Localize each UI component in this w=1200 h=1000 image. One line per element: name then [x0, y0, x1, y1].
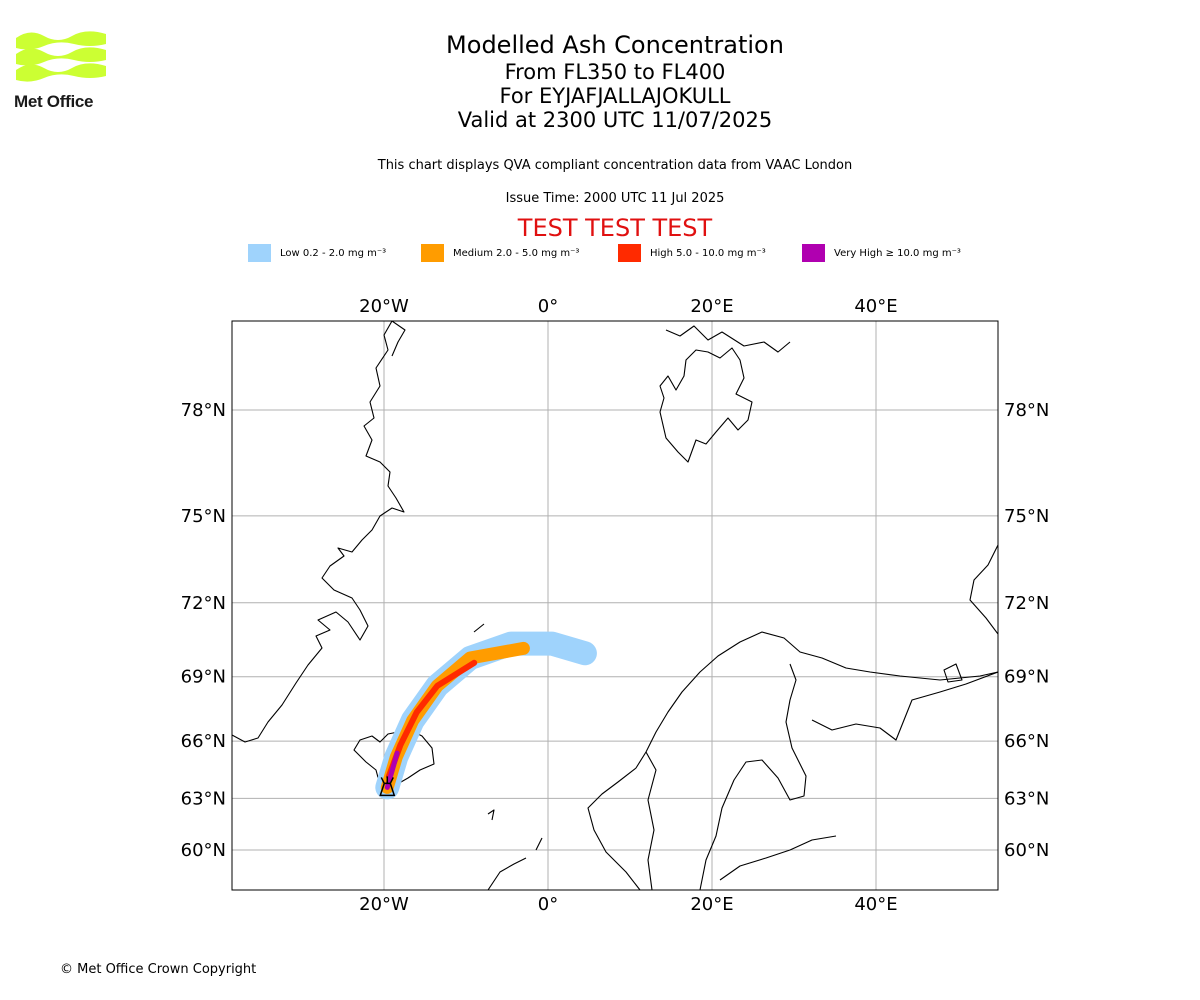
- lat-tick-left: 72°N: [181, 593, 226, 614]
- legend-swatch-medium: [421, 244, 444, 262]
- svalbard-coast: [659, 347, 753, 463]
- volcano-marker: [379, 776, 396, 797]
- issue-time: Issue Time: 2000 UTC 11 Jul 2025: [505, 191, 725, 206]
- volcano-name: For EYJAFJALLAJOKULL: [499, 84, 731, 108]
- ash-plume: [375, 631, 597, 800]
- lon-tick-top: 20°E: [690, 296, 733, 317]
- legend-swatch-low: [248, 244, 271, 262]
- lon-tick-bottom: 40°E: [854, 894, 897, 915]
- shetland: [535, 837, 543, 851]
- jan-mayen: [473, 623, 485, 633]
- greenland-coast: [232, 321, 405, 743]
- legend-swatch-high: [618, 244, 641, 262]
- legend-item-low: Low 0.2 - 2.0 mg m⁻³: [248, 244, 386, 262]
- gulf-of-bothnia: [699, 663, 807, 890]
- sweden-finland-border: [645, 751, 657, 890]
- legend-label-high: High 5.0 - 10.0 mg m⁻³: [650, 247, 766, 259]
- lon-tick-top: 40°E: [854, 296, 897, 317]
- copyright: © Met Office Crown Copyright: [60, 962, 257, 977]
- faroe-islands: [487, 809, 495, 821]
- lon-tick-bottom: 0°: [538, 894, 558, 915]
- lat-tick-right: 66°N: [1004, 731, 1049, 752]
- met-office-logo: Met Office: [14, 30, 108, 111]
- coastlines: [232, 321, 998, 890]
- lat-tick-left: 60°N: [181, 840, 226, 861]
- finland-coast: [719, 835, 837, 881]
- russia-arctic-island: [943, 663, 963, 683]
- legend-swatch-very-high: [802, 244, 825, 262]
- lat-tick-left: 69°N: [181, 667, 226, 688]
- axis-ticks: 20°W 20°W 0° 0° 20°E 20°E 40°E 40°E 78°N 78°N 75°N…: [181, 296, 1050, 915]
- lat-tick-right: 75°N: [1004, 506, 1049, 527]
- lat-tick-right: 63°N: [1004, 788, 1049, 809]
- legend-item-medium: Medium 2.0 - 5.0 mg m⁻³: [421, 244, 579, 262]
- lat-tick-left: 63°N: [181, 788, 226, 809]
- ash-medium: [380, 641, 530, 794]
- title-block: Modelled Ash Concentration From FL350 to…: [315, 30, 915, 132]
- legend-label-medium: Medium 2.0 - 5.0 mg m⁻³: [453, 247, 580, 259]
- met-office-waves-icon: [16, 31, 106, 82]
- lat-tick-left: 78°N: [181, 400, 226, 421]
- greenland-coast-inner: [391, 321, 406, 357]
- test-banner: TEST TEST TEST: [517, 214, 713, 242]
- svalbard-north-coast: [665, 325, 791, 353]
- norway-coast: [587, 631, 998, 890]
- lon-tick-top: 0°: [538, 296, 558, 317]
- lat-tick-right: 78°N: [1004, 400, 1049, 421]
- flight-level-range: From FL350 to FL400: [504, 60, 726, 84]
- lat-tick-left: 66°N: [181, 731, 226, 752]
- lat-tick-right: 72°N: [1004, 593, 1049, 614]
- kola-coast: [811, 671, 998, 741]
- russia-arctic-coast: [969, 544, 998, 635]
- legend-item-very-high: Very High ≥ 10.0 mg m⁻³: [802, 244, 961, 262]
- scotland-coast: [487, 857, 527, 890]
- legend-label-very-high: Very High ≥ 10.0 mg m⁻³: [834, 247, 961, 259]
- legend-item-high: High 5.0 - 10.0 mg m⁻³: [618, 244, 766, 262]
- lat-tick-right: 60°N: [1004, 840, 1049, 861]
- chart-description: This chart displays QVA compliant concen…: [377, 158, 853, 173]
- lon-tick-bottom: 20°W: [359, 894, 409, 915]
- lat-tick-left: 75°N: [181, 506, 226, 527]
- volcano-icon: [379, 776, 396, 797]
- valid-time: Valid at 2300 UTC 11/07/2025: [457, 108, 773, 132]
- ash-very-high: [384, 750, 400, 790]
- legend-label-low: Low 0.2 - 2.0 mg m⁻³: [280, 247, 387, 259]
- logo-text: Met Office: [14, 92, 94, 111]
- lon-tick-top: 20°W: [359, 296, 409, 317]
- map-frame: [231, 320, 999, 891]
- graticule: [232, 321, 998, 890]
- lon-tick-bottom: 20°E: [690, 894, 733, 915]
- lat-tick-right: 69°N: [1004, 667, 1049, 688]
- chart-title: Modelled Ash Concentration: [446, 31, 784, 59]
